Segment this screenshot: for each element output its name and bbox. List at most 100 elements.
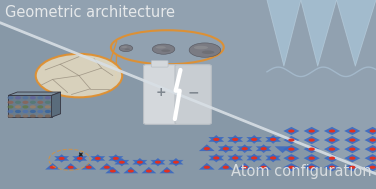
Polygon shape xyxy=(8,92,61,95)
Polygon shape xyxy=(303,163,320,171)
Ellipse shape xyxy=(45,114,51,118)
Circle shape xyxy=(119,161,125,164)
Polygon shape xyxy=(364,154,376,162)
Polygon shape xyxy=(303,136,320,144)
Circle shape xyxy=(309,129,315,132)
Ellipse shape xyxy=(202,50,214,54)
Polygon shape xyxy=(218,163,233,170)
Circle shape xyxy=(110,170,116,173)
Polygon shape xyxy=(227,154,243,160)
Polygon shape xyxy=(227,137,243,144)
Polygon shape xyxy=(114,160,129,166)
Polygon shape xyxy=(123,167,138,173)
Polygon shape xyxy=(218,144,233,151)
Polygon shape xyxy=(72,154,87,161)
Polygon shape xyxy=(364,145,376,153)
Polygon shape xyxy=(218,146,233,153)
Polygon shape xyxy=(344,127,361,135)
Ellipse shape xyxy=(119,45,133,52)
Polygon shape xyxy=(364,163,376,171)
FancyBboxPatch shape xyxy=(175,65,211,124)
Ellipse shape xyxy=(22,114,29,118)
Circle shape xyxy=(164,170,170,173)
Circle shape xyxy=(309,166,315,169)
Polygon shape xyxy=(0,23,376,189)
Circle shape xyxy=(349,166,355,169)
Circle shape xyxy=(261,147,267,150)
Polygon shape xyxy=(0,0,376,174)
Ellipse shape xyxy=(15,96,21,99)
Ellipse shape xyxy=(152,44,175,54)
Polygon shape xyxy=(237,144,253,151)
Circle shape xyxy=(241,147,248,150)
Circle shape xyxy=(329,129,335,132)
Circle shape xyxy=(128,170,134,173)
Polygon shape xyxy=(168,160,183,166)
Polygon shape xyxy=(208,154,224,160)
Polygon shape xyxy=(344,145,361,153)
Circle shape xyxy=(50,166,56,169)
Polygon shape xyxy=(324,127,340,135)
Circle shape xyxy=(329,139,335,142)
Polygon shape xyxy=(72,156,87,163)
Circle shape xyxy=(288,166,294,169)
Ellipse shape xyxy=(8,114,14,118)
Polygon shape xyxy=(63,163,78,170)
Polygon shape xyxy=(364,136,376,144)
Ellipse shape xyxy=(15,105,21,108)
Polygon shape xyxy=(265,156,281,162)
Polygon shape xyxy=(54,156,69,163)
Polygon shape xyxy=(256,163,271,170)
Ellipse shape xyxy=(8,110,14,113)
Polygon shape xyxy=(283,127,300,135)
Circle shape xyxy=(329,157,335,160)
Polygon shape xyxy=(132,160,147,166)
Polygon shape xyxy=(45,163,60,170)
Circle shape xyxy=(349,157,355,160)
Polygon shape xyxy=(344,154,361,162)
Polygon shape xyxy=(246,137,262,144)
Circle shape xyxy=(59,157,65,160)
Polygon shape xyxy=(199,144,215,151)
Polygon shape xyxy=(108,154,123,161)
Ellipse shape xyxy=(22,101,29,104)
Ellipse shape xyxy=(30,105,36,108)
Polygon shape xyxy=(208,137,224,144)
Circle shape xyxy=(232,156,238,160)
Circle shape xyxy=(146,170,152,173)
Circle shape xyxy=(288,139,294,142)
Polygon shape xyxy=(159,167,174,173)
Circle shape xyxy=(349,129,355,132)
Ellipse shape xyxy=(30,96,36,99)
Polygon shape xyxy=(324,163,340,171)
Polygon shape xyxy=(81,163,96,170)
Circle shape xyxy=(370,139,376,142)
Ellipse shape xyxy=(37,96,43,99)
Circle shape xyxy=(223,166,229,169)
Circle shape xyxy=(270,156,276,160)
Circle shape xyxy=(370,148,376,151)
Circle shape xyxy=(251,138,257,141)
FancyBboxPatch shape xyxy=(144,65,180,124)
Circle shape xyxy=(95,157,101,160)
Circle shape xyxy=(329,148,335,151)
Ellipse shape xyxy=(37,105,43,108)
Ellipse shape xyxy=(194,46,208,49)
Polygon shape xyxy=(256,146,271,153)
Polygon shape xyxy=(246,154,262,160)
Ellipse shape xyxy=(37,110,43,113)
Ellipse shape xyxy=(189,43,221,57)
Circle shape xyxy=(113,157,119,160)
Polygon shape xyxy=(246,135,262,142)
Polygon shape xyxy=(199,163,215,170)
Circle shape xyxy=(68,166,74,169)
Polygon shape xyxy=(246,156,262,162)
Polygon shape xyxy=(168,158,183,164)
Polygon shape xyxy=(265,135,281,142)
Circle shape xyxy=(204,166,210,169)
Ellipse shape xyxy=(15,110,21,113)
Circle shape xyxy=(309,157,315,160)
Text: +: + xyxy=(156,86,167,99)
Polygon shape xyxy=(283,163,300,171)
Polygon shape xyxy=(208,156,224,162)
